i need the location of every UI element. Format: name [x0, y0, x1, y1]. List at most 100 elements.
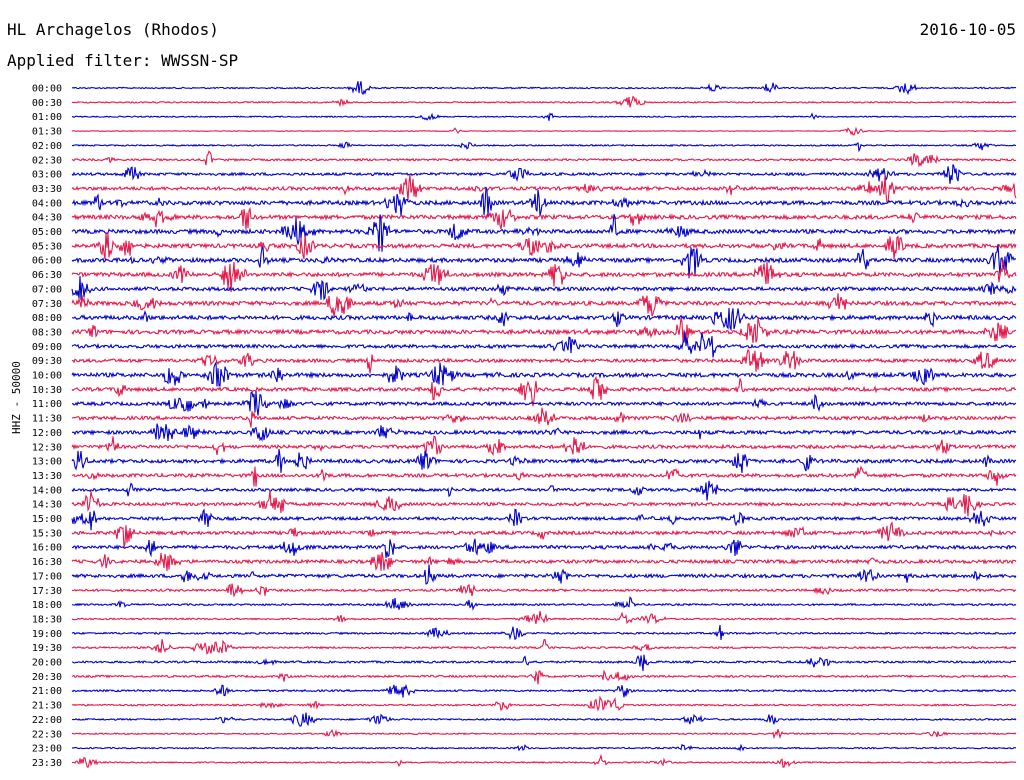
trace-row	[71, 683, 1016, 698]
row-time-label: 13:00	[32, 457, 62, 468]
row-time-label: 06:30	[32, 270, 62, 281]
trace-row	[71, 423, 1017, 442]
trace-row	[71, 564, 1017, 585]
trace-row	[71, 360, 1017, 387]
trace-row	[71, 276, 1017, 301]
row-time-label: 20:00	[32, 658, 62, 669]
trace-row	[71, 126, 1017, 136]
trace-row	[72, 150, 1017, 168]
trace-row	[71, 435, 1017, 457]
row-time-label: 16:30	[32, 557, 62, 568]
trace-row	[71, 654, 1017, 672]
trace-row	[71, 307, 1017, 332]
row-time-label: 11:00	[32, 399, 62, 410]
trace-row	[71, 480, 1017, 501]
row-time-label: 21:30	[32, 701, 62, 712]
trace-row	[71, 407, 1016, 428]
row-time-label: 05:30	[32, 241, 62, 252]
trace-row	[71, 259, 1017, 293]
trace-row	[71, 174, 1017, 204]
row-time-label: 21:00	[32, 686, 62, 697]
row-time-label: 09:00	[32, 342, 62, 353]
row-time-label: 17:00	[32, 571, 62, 582]
row-time-label: 16:00	[32, 543, 62, 554]
row-time-label: 08:30	[32, 327, 62, 338]
row-time-label: 10:30	[32, 385, 62, 396]
row-time-label: 07:00	[32, 284, 62, 295]
row-time-label: 12:30	[32, 442, 62, 453]
trace-row	[71, 669, 1017, 685]
row-time-label: 11:30	[32, 414, 62, 425]
row-time-label: 01:00	[32, 112, 62, 123]
row-time-label: 07:30	[32, 299, 62, 310]
date-label: 2016-10-05	[919, 20, 1016, 39]
row-time-label: 18:30	[32, 614, 62, 625]
row-time-label: 20:30	[32, 672, 62, 683]
row-time-label: 23:00	[32, 744, 62, 755]
row-time-label: 01:30	[32, 127, 62, 138]
row-time-label: 12:00	[32, 428, 62, 439]
trace-row	[71, 743, 1017, 752]
row-time-label: 15:00	[32, 514, 62, 525]
trace-row	[72, 390, 1017, 416]
trace-row	[71, 317, 1017, 343]
row-time-label: 17:30	[32, 586, 62, 597]
row-time-label: 05:00	[32, 227, 62, 238]
row-time-label: 03:00	[32, 170, 62, 181]
trace-row	[71, 508, 1017, 531]
trace-row	[71, 293, 1017, 317]
trace-row	[71, 538, 1017, 558]
trace-row	[71, 465, 1017, 487]
trace-row	[71, 331, 1016, 358]
trace-row	[71, 552, 1017, 572]
trace-row	[71, 448, 1017, 473]
trace-row	[71, 610, 1017, 625]
row-time-label: 22:30	[32, 729, 62, 740]
trace-row	[71, 81, 1017, 96]
row-time-label: 04:00	[32, 198, 62, 209]
row-time-label: 23:30	[32, 758, 62, 769]
row-time-label: 02:00	[32, 141, 62, 152]
trace-row	[71, 695, 1017, 712]
trace-row	[71, 583, 1017, 598]
row-time-label: 14:30	[32, 500, 62, 511]
trace-row	[71, 348, 1017, 374]
trace-row	[71, 244, 1017, 279]
trace-row	[71, 141, 1017, 153]
row-time-label: 22:00	[32, 715, 62, 726]
row-time-label: 15:30	[32, 528, 62, 539]
row-time-label: 18:00	[32, 600, 62, 611]
row-time-label: 03:30	[32, 184, 62, 195]
row-time-label: 00:30	[32, 98, 62, 109]
row-time-label: 19:30	[32, 643, 62, 654]
filter-label: Applied filter: WWSSN-SP	[7, 51, 239, 70]
trace-row	[71, 206, 1017, 230]
row-time-label: 00:00	[32, 84, 62, 95]
station-title: HL Archagelos (Rhodos)	[7, 20, 219, 39]
row-time-label: 09:30	[32, 356, 62, 367]
row-time-label: 13:30	[32, 471, 62, 482]
trace-row	[71, 712, 1017, 727]
trace-row	[71, 187, 1017, 217]
trace-row	[71, 639, 1017, 655]
trace-row	[71, 164, 1017, 184]
trace-row	[71, 753, 1016, 769]
row-time-label: 06:00	[32, 256, 62, 267]
trace-row	[71, 490, 1017, 517]
trace-row	[71, 232, 1017, 260]
trace-row	[71, 95, 1017, 108]
row-time-label: 08:00	[32, 313, 62, 324]
trace-row	[71, 596, 1017, 611]
trace-row	[71, 375, 1017, 407]
trace-row	[72, 112, 1017, 121]
trace-row	[71, 521, 1017, 548]
row-time-label: 10:00	[32, 371, 62, 382]
trace-row	[71, 214, 1017, 252]
row-time-label: 04:30	[32, 213, 62, 224]
row-time-label: 14:00	[32, 485, 62, 496]
row-time-label: 19:00	[32, 629, 62, 640]
trace-row	[71, 624, 1017, 641]
row-time-label: 02:30	[32, 155, 62, 166]
trace-row	[71, 728, 1017, 740]
